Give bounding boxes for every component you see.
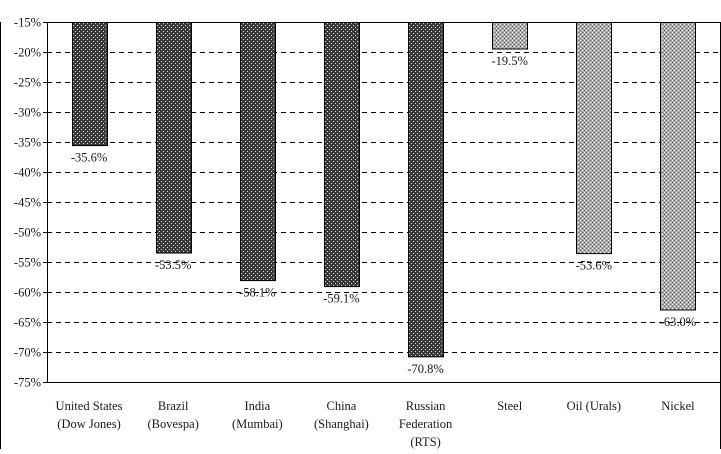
x-tick-label: China bbox=[327, 399, 357, 413]
bar bbox=[156, 22, 192, 254]
grid-layer bbox=[47, 52, 720, 353]
bar bbox=[660, 22, 696, 311]
data-label: -70.8% bbox=[407, 362, 443, 376]
bar-layer bbox=[72, 22, 696, 358]
data-label: -53.6% bbox=[576, 259, 612, 273]
y-tick-label: -45% bbox=[14, 196, 41, 210]
y-tick-label: -30% bbox=[14, 106, 41, 120]
y-tick-label: -70% bbox=[14, 346, 41, 360]
x-tick-label: Federation bbox=[399, 417, 453, 431]
label-layer: -15% -20% -25% -30% -35% -40% -45% -50% -55% -60%… bbox=[14, 16, 696, 450]
y-tick-label: -75% bbox=[14, 376, 41, 390]
data-label: -59.1% bbox=[323, 292, 359, 306]
data-label: -53.5% bbox=[155, 258, 191, 272]
x-tick-label: (Mumbai) bbox=[232, 417, 283, 431]
x-tick-label: Nickel bbox=[661, 399, 695, 413]
bar bbox=[408, 22, 444, 358]
bar bbox=[492, 22, 528, 50]
x-tick-label: Brazil bbox=[158, 399, 189, 413]
y-tick-label: -55% bbox=[14, 256, 41, 270]
bar bbox=[72, 22, 108, 147]
data-label: -35.6% bbox=[71, 151, 107, 165]
y-tick-label: -50% bbox=[14, 226, 41, 240]
data-label: -58.1% bbox=[239, 286, 275, 300]
x-tick-label: India bbox=[244, 399, 270, 413]
y-tick-label: -20% bbox=[14, 46, 41, 60]
bar bbox=[324, 22, 360, 288]
bar bbox=[240, 22, 276, 282]
x-tick-label: Steel bbox=[497, 399, 523, 413]
y-tick-label: -25% bbox=[14, 76, 41, 90]
y-tick-label: -65% bbox=[14, 316, 41, 330]
y-tick-label: -35% bbox=[14, 136, 41, 150]
y-tick-label: -60% bbox=[14, 286, 41, 300]
y-tick-label: -15% bbox=[14, 16, 41, 30]
y-tick-label: -40% bbox=[14, 166, 41, 180]
x-tick-label: Oil (Urals) bbox=[567, 399, 622, 413]
x-tick-label: (Bovespa) bbox=[148, 417, 199, 431]
axis-layer bbox=[0, 22, 721, 449]
data-label: -63.0% bbox=[660, 315, 696, 329]
data-label: -19.5% bbox=[491, 54, 527, 68]
x-tick-label: Russian bbox=[406, 399, 446, 413]
x-tick-label: (Dow Jones) bbox=[57, 417, 121, 431]
x-tick-label: United States bbox=[56, 399, 123, 413]
x-tick-label: (RTS) bbox=[410, 435, 441, 449]
bar bbox=[576, 22, 612, 255]
x-tick-label: (Shanghai) bbox=[314, 417, 369, 431]
